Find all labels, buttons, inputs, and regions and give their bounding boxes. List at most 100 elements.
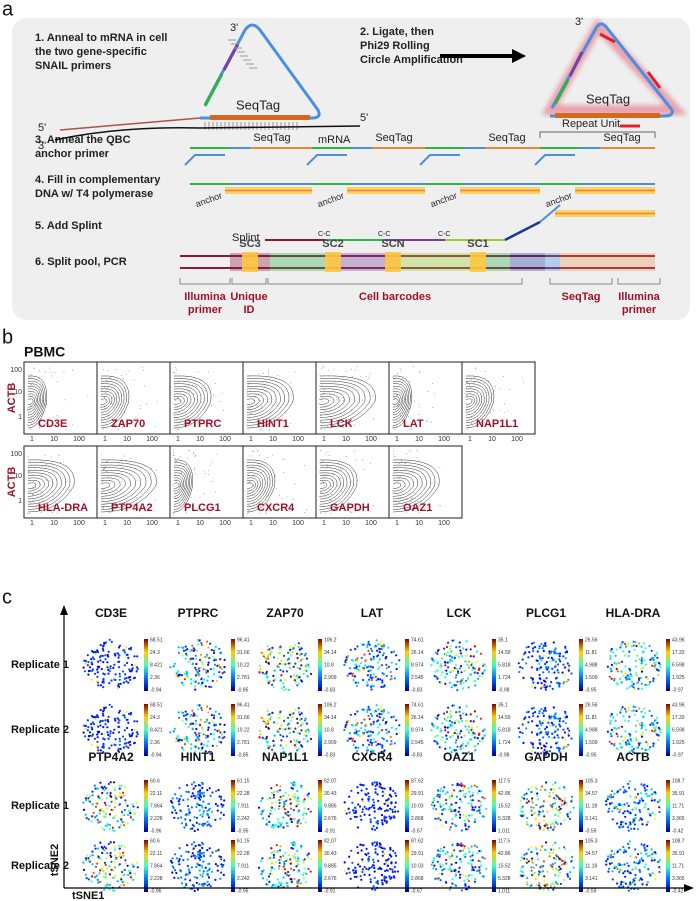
cell-dot bbox=[184, 649, 187, 652]
cell-dot bbox=[296, 722, 299, 725]
cell-dot bbox=[623, 803, 626, 806]
cell-dot bbox=[354, 871, 357, 874]
cell-dot bbox=[114, 854, 117, 857]
cell-dot bbox=[547, 721, 550, 724]
cell-dot bbox=[300, 786, 303, 789]
label: 87.62 bbox=[411, 838, 424, 844]
cell-dot bbox=[373, 876, 376, 880]
dot bbox=[65, 429, 67, 431]
cell-dot bbox=[374, 828, 377, 832]
cell-dot bbox=[627, 676, 630, 679]
cell-dot bbox=[345, 723, 348, 726]
dot bbox=[178, 457, 180, 459]
cell-dot bbox=[95, 814, 98, 818]
cell-dot bbox=[542, 714, 545, 718]
cell-dot bbox=[286, 825, 289, 828]
colorbar bbox=[231, 639, 235, 691]
cell-dot bbox=[272, 853, 275, 857]
cell-dot bbox=[220, 858, 223, 861]
cell-dot bbox=[199, 653, 202, 656]
cell-dot bbox=[202, 668, 205, 671]
colorbar bbox=[318, 780, 322, 832]
cell-dot bbox=[310, 857, 313, 861]
contour bbox=[173, 477, 183, 495]
label: 34.57 bbox=[585, 791, 598, 797]
cell-dot bbox=[367, 735, 370, 738]
cell-dot bbox=[356, 645, 359, 648]
label: 1. Anneal to mRNA in cell bbox=[35, 32, 167, 44]
cell-dot bbox=[539, 789, 542, 792]
cell-dot bbox=[178, 858, 181, 861]
cell-dot bbox=[471, 730, 474, 733]
cell-dot bbox=[368, 807, 371, 810]
bracket bbox=[539, 131, 656, 138]
strand bbox=[59, 117, 201, 131]
cell-dot bbox=[108, 813, 111, 816]
cell-dot bbox=[195, 881, 198, 884]
cell-dot bbox=[622, 785, 625, 789]
cell-dot bbox=[454, 676, 457, 679]
cell-dot bbox=[551, 791, 555, 794]
cell-dot bbox=[564, 657, 567, 660]
cell-dot bbox=[212, 651, 216, 655]
contour bbox=[100, 462, 152, 510]
cell-dot bbox=[267, 654, 270, 658]
cell-dot bbox=[198, 797, 201, 800]
cell-dot bbox=[459, 714, 462, 717]
colorbar bbox=[579, 639, 583, 691]
cell-dot bbox=[118, 678, 121, 681]
dot bbox=[464, 392, 466, 394]
cell-dot bbox=[123, 716, 126, 719]
cell-dot bbox=[372, 864, 375, 867]
cell-dot bbox=[84, 724, 88, 728]
dot bbox=[372, 395, 374, 396]
dot bbox=[347, 501, 349, 503]
cell-dot bbox=[389, 848, 392, 851]
dot bbox=[257, 451, 258, 453]
label: 100 bbox=[219, 520, 231, 527]
label: C-C bbox=[318, 231, 330, 238]
cell-dot bbox=[125, 645, 128, 649]
dot bbox=[174, 366, 176, 368]
tsne-plot bbox=[517, 704, 583, 756]
cell-dot bbox=[432, 797, 435, 800]
cell-dot bbox=[619, 823, 623, 826]
label: Splint bbox=[232, 232, 260, 244]
cell-dot bbox=[444, 820, 447, 824]
label: Circle Amplification bbox=[360, 54, 463, 66]
cell-dot bbox=[295, 865, 298, 868]
cell-dot bbox=[648, 794, 651, 798]
cell-dot bbox=[276, 664, 279, 667]
cell-dot bbox=[89, 855, 92, 858]
cell-dot bbox=[296, 789, 299, 793]
cell-dot bbox=[356, 826, 360, 829]
cell-dot bbox=[458, 732, 461, 735]
cell-dot bbox=[175, 675, 178, 678]
cell-dot bbox=[190, 678, 193, 681]
cell-dot bbox=[355, 815, 358, 819]
cell-dot bbox=[563, 802, 566, 806]
cell-dot bbox=[378, 782, 381, 785]
label: -0.98 bbox=[498, 752, 510, 758]
cell-dot bbox=[191, 727, 194, 730]
cell-dot bbox=[271, 748, 274, 751]
cell-dot bbox=[654, 818, 657, 821]
dot bbox=[207, 474, 209, 476]
cell-dot bbox=[389, 788, 392, 791]
cell-dot bbox=[462, 647, 465, 650]
cell-dot bbox=[550, 715, 553, 718]
cell-dot bbox=[213, 738, 216, 741]
cell-dot bbox=[655, 660, 658, 664]
label: CXCR4 bbox=[257, 502, 295, 514]
cell-dot bbox=[517, 662, 520, 665]
cell-dot bbox=[640, 735, 644, 738]
cell-dot bbox=[360, 662, 363, 665]
cell-dot bbox=[212, 649, 216, 652]
cell-dot bbox=[389, 854, 392, 857]
cell-dot bbox=[625, 743, 628, 746]
dot bbox=[185, 464, 187, 465]
cell-dot bbox=[367, 640, 370, 643]
cell-dot bbox=[91, 668, 94, 671]
cell-dot bbox=[358, 730, 361, 733]
cell-dot bbox=[101, 647, 104, 650]
